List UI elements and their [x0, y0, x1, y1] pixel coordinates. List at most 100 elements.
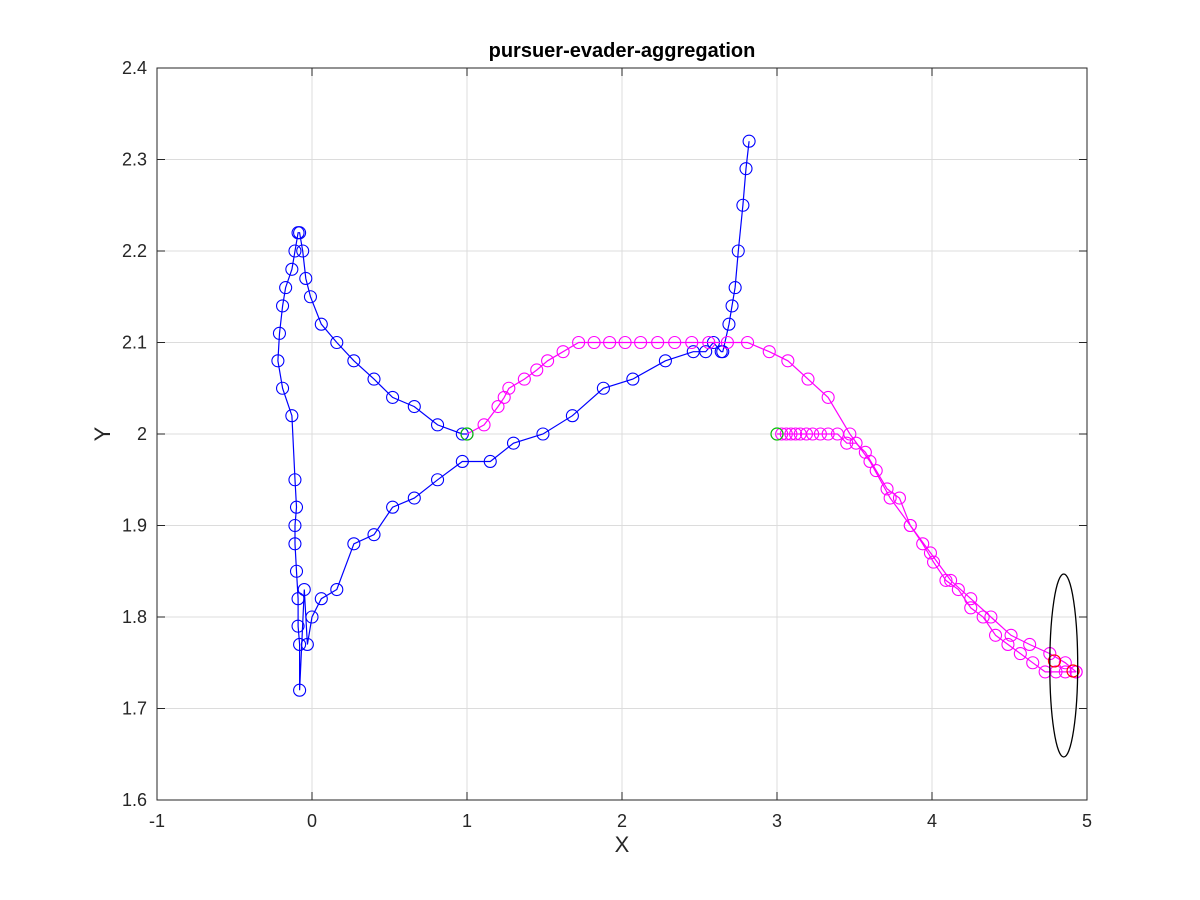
chart-title: pursuer-evader-aggregation	[489, 40, 756, 62]
data-point	[725, 299, 739, 313]
y-axis-label: Y	[90, 426, 115, 441]
data-point	[903, 518, 917, 533]
data-point	[883, 491, 897, 505]
marker-point	[1066, 664, 1080, 678]
data-point	[297, 582, 311, 597]
data-point	[880, 482, 894, 496]
y-tick-label: 2.1	[122, 333, 147, 353]
data-point	[288, 473, 302, 487]
data-point	[367, 372, 381, 386]
data-point	[455, 454, 469, 469]
data-point	[430, 418, 445, 432]
data-point	[271, 354, 285, 368]
data-point	[541, 354, 555, 368]
data-point	[477, 418, 491, 432]
data-point	[801, 372, 815, 386]
data-point	[330, 582, 344, 597]
ticks: -1 0 1 2 3 4 5 1.6 1.7 1.8 1.9 2 2.1 2.2 2.3 2.4	[122, 58, 1092, 831]
data-point	[491, 399, 505, 414]
data-point	[407, 491, 421, 505]
data-point	[739, 162, 753, 176]
data-point	[775, 427, 789, 441]
y-tick-label: 1.7	[122, 699, 147, 719]
data-point	[813, 427, 827, 441]
data-point	[821, 390, 835, 404]
data-point	[386, 390, 400, 404]
series-line	[466, 341, 1077, 673]
data-point	[293, 637, 307, 652]
data-point	[296, 244, 310, 258]
data-point	[275, 299, 290, 313]
data-point	[386, 500, 400, 514]
data-point	[502, 381, 516, 395]
data-point	[288, 244, 302, 258]
y-tick-label: 2.2	[122, 241, 147, 261]
data-point	[830, 427, 845, 441]
data-point	[1023, 637, 1037, 652]
x-tick-label: 4	[927, 811, 937, 831]
data-point	[634, 335, 648, 350]
data-point	[789, 427, 803, 441]
data-point	[596, 381, 610, 395]
data-point	[1004, 628, 1018, 642]
data-point	[988, 628, 1003, 642]
data-point	[1013, 647, 1027, 661]
data-point	[939, 573, 953, 587]
data-point	[288, 518, 302, 533]
series-line	[277, 141, 750, 691]
data-point	[740, 335, 755, 350]
data-point	[806, 427, 820, 441]
data-point	[455, 427, 469, 441]
data-point	[742, 134, 756, 148]
series-2	[770, 427, 1083, 679]
marker-point	[770, 427, 784, 441]
data-point	[944, 573, 958, 587]
data-point	[984, 610, 998, 624]
data-point	[781, 354, 795, 368]
data-point	[840, 436, 854, 450]
data-point	[314, 317, 328, 331]
data-point	[849, 436, 863, 450]
data-point	[1038, 665, 1052, 679]
data-point	[291, 619, 305, 633]
data-point	[923, 546, 938, 560]
data-point	[556, 345, 570, 359]
data-point	[305, 610, 319, 624]
series-0	[271, 134, 756, 697]
data-point	[536, 427, 550, 441]
marker-point	[1047, 654, 1062, 668]
data-point	[736, 198, 750, 212]
data-point	[407, 399, 421, 414]
data-point	[285, 409, 299, 423]
data-point	[858, 445, 872, 459]
y-tick-label: 2.3	[122, 150, 147, 170]
x-tick-label: -1	[149, 811, 165, 831]
data-point	[1001, 637, 1015, 652]
data-point	[285, 262, 299, 276]
x-tick-label: 0	[307, 811, 317, 831]
data-point	[483, 454, 497, 469]
data-point	[430, 473, 445, 487]
data-point	[731, 244, 745, 258]
data-point	[291, 226, 305, 240]
data-point	[799, 427, 814, 441]
data-point	[779, 427, 793, 441]
data-point	[272, 326, 287, 340]
data-point	[1026, 656, 1040, 670]
data-point	[685, 335, 699, 350]
marker-point	[460, 427, 474, 441]
data-point	[587, 335, 601, 350]
data-point	[651, 335, 665, 350]
data-point	[289, 564, 304, 578]
x-tick-label: 5	[1082, 811, 1092, 831]
data-point	[603, 335, 617, 350]
data-point	[1058, 665, 1072, 679]
data-point	[722, 317, 736, 331]
data-point	[702, 335, 716, 350]
y-tick-label: 1.9	[122, 516, 147, 536]
data-point	[288, 537, 302, 551]
data-point	[1058, 656, 1072, 670]
data-point	[330, 335, 344, 350]
